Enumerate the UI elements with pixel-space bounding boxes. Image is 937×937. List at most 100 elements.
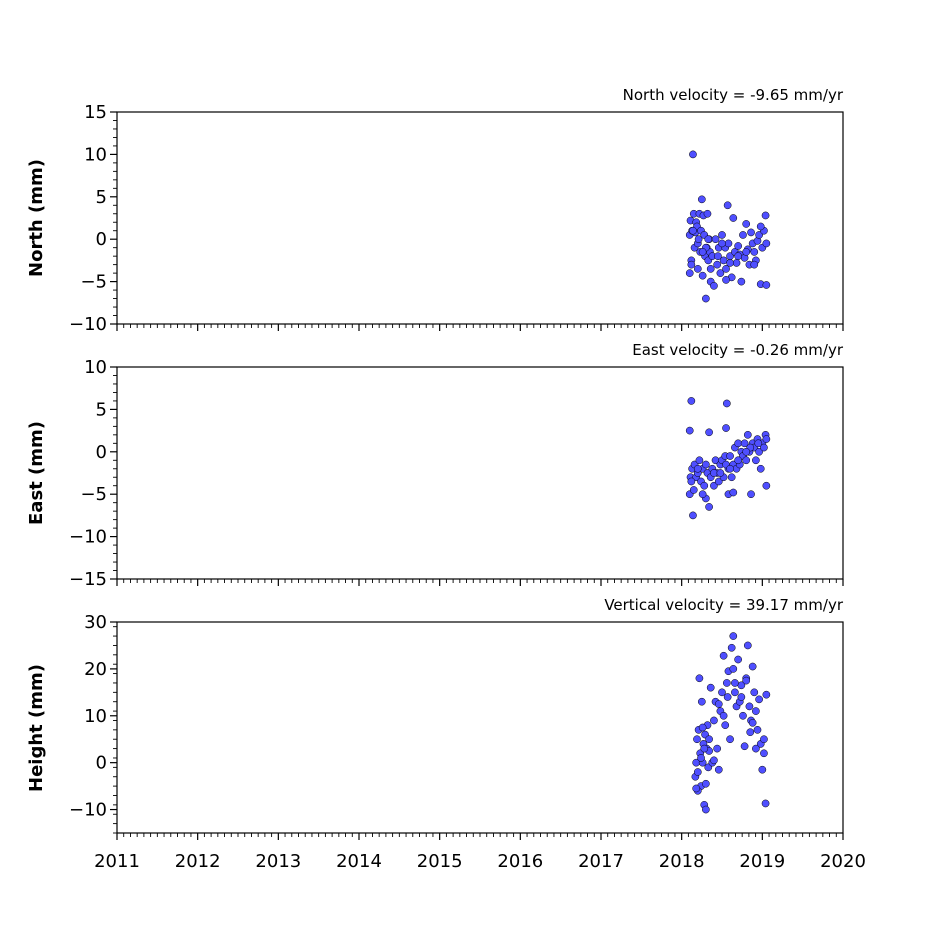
height-data-point: [758, 765, 767, 774]
east-data-point: [760, 443, 768, 452]
north-data-point: [722, 276, 730, 284]
north-data-point: [698, 248, 707, 256]
north-data-point: [742, 248, 751, 256]
north-data-point: [716, 269, 725, 277]
east-data-point: [740, 439, 749, 448]
east-data-point: [710, 469, 718, 477]
height-data-point: [705, 735, 713, 744]
xtick-label: 2014: [336, 851, 382, 872]
east-data-point: [714, 477, 723, 486]
height-data-point: [698, 723, 707, 732]
north-plot-frame: [116, 111, 844, 325]
north-data-point: [718, 239, 726, 248]
north-data-point: [685, 269, 694, 277]
xtick-label: 2016: [497, 851, 543, 872]
height-plot-frame: [116, 621, 844, 834]
height-data-point: [693, 768, 702, 776]
north-data-point: [761, 211, 770, 220]
height-data-point: [697, 697, 706, 706]
north-data-point: [732, 259, 741, 267]
north-data-point: [723, 201, 732, 210]
height-data-point: [710, 716, 718, 725]
north-panel-title: North velocity = -9.65 mm/yr: [623, 86, 844, 104]
north-data-point: [704, 235, 713, 244]
east-data-point: [734, 439, 742, 448]
north-ylabel: North (mm): [26, 159, 47, 277]
height-ytick-label: 0: [96, 753, 107, 774]
north-data-point: [693, 265, 702, 273]
height-data-point: [729, 632, 738, 640]
height-data-point: [748, 662, 757, 671]
north-marks: [685, 150, 771, 303]
north-data-point: [687, 260, 696, 269]
height-data-point: [752, 744, 760, 753]
north-panel: North velocity = -9.65 mm/yr North (mm) …: [26, 86, 844, 335]
north-data-point: [722, 265, 730, 273]
east-data-point: [689, 486, 698, 494]
north-data-point: [713, 260, 722, 269]
height-data-point: [762, 690, 771, 699]
xtick-label: 2018: [659, 851, 705, 872]
east-data-point: [734, 456, 742, 465]
north-data-point: [697, 195, 706, 204]
north-data-point: [724, 239, 733, 248]
east-data-point: [705, 503, 713, 511]
east-ytick-label: −5: [80, 484, 107, 505]
east-ytick-label: −15: [69, 569, 107, 590]
east-data-point: [755, 447, 763, 456]
height-data-point: [697, 754, 705, 762]
height-data-point: [723, 693, 732, 701]
north-data-point: [734, 252, 742, 261]
height-panel: Vertical velocity = 39.17 mm/yr Height (…: [26, 596, 866, 872]
east-data-point: [729, 488, 738, 497]
north-data-point: [718, 231, 726, 239]
east-data-point: [716, 469, 725, 477]
height-ytick-label: 10: [84, 706, 107, 727]
xtick-label: 2017: [578, 851, 624, 872]
north-data-point: [756, 222, 765, 231]
north-ytick-label: 5: [96, 187, 107, 208]
height-data-point: [722, 679, 731, 687]
north-data-point: [742, 220, 751, 228]
north-data-point: [702, 294, 710, 303]
east-data-point: [722, 399, 731, 408]
north-data-point: [711, 235, 720, 244]
height-data-point: [731, 679, 739, 687]
xtick-label: 2020: [820, 851, 866, 872]
height-data-point: [702, 805, 710, 814]
east-data-point: [742, 447, 751, 456]
north-ytick-label: 10: [84, 144, 107, 165]
north-data-point: [710, 281, 718, 290]
east-data-point: [693, 464, 702, 473]
east-ytick-label: −10: [69, 527, 107, 548]
east-ytick-label: 10: [84, 357, 107, 378]
height-data-point: [729, 665, 738, 673]
east-data-point: [698, 490, 707, 499]
height-data-point: [753, 725, 762, 734]
north-ytick-label: 0: [96, 229, 107, 250]
height-data-point: [714, 700, 723, 708]
east-data-point: [687, 477, 696, 486]
north-data-point: [698, 271, 707, 280]
north-ytick-label: 15: [84, 102, 107, 123]
height-data-point: [706, 683, 715, 692]
north-data-point: [703, 209, 712, 218]
north-data-point: [706, 265, 715, 273]
east-data-point: [702, 460, 710, 469]
east-ytick-label: 5: [96, 399, 107, 420]
north-data-point: [755, 231, 763, 239]
height-data-point: [760, 749, 768, 758]
height-data-point: [737, 693, 746, 701]
east-data-point: [762, 435, 771, 443]
east-data-point: [727, 473, 736, 482]
height-data-point: [750, 688, 759, 697]
east-data-point: [687, 397, 696, 405]
east-data-point: [726, 464, 734, 473]
height-ytick-label: 20: [84, 659, 107, 680]
east-ylabel: East (mm): [26, 421, 47, 525]
east-data-point: [685, 426, 694, 435]
xtick-label: 2011: [94, 851, 140, 872]
height-panel-title: Vertical velocity = 39.17 mm/yr: [604, 596, 844, 614]
north-data-point: [762, 281, 771, 289]
east-data-point: [722, 424, 730, 432]
